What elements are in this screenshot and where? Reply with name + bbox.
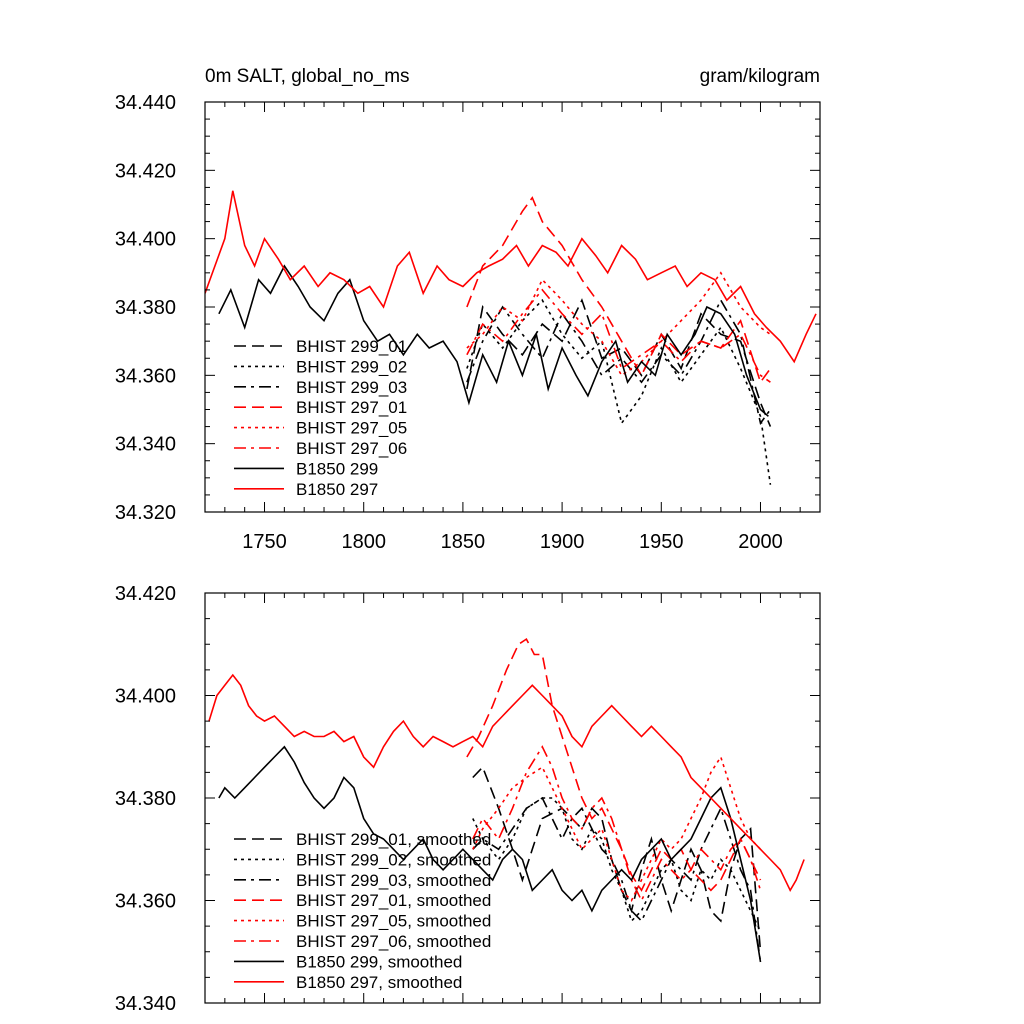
series-line-0 (472, 765, 762, 952)
legend-label-4: BHIST 297_05 (296, 419, 407, 438)
legend-label-6: B1850 299, smoothed (296, 952, 462, 971)
y-tick-label: 34.320 (115, 502, 176, 524)
y-tick-label: 34.420 (115, 583, 176, 605)
y-tick-label: 34.340 (115, 993, 176, 1015)
y-tick-label: 34.340 (115, 434, 176, 456)
y-tick-label: 34.360 (115, 365, 176, 387)
legend-label-7: B1850 297, smoothed (296, 973, 462, 992)
legend-label-2: BHIST 299_03, smoothed (296, 871, 491, 890)
bottom-panel: 34.340 34.360 34.380 34.400 34.420 BHIST 299_… (115, 583, 821, 1015)
y-tick-label: 34.360 (115, 891, 176, 913)
series-line-1 (472, 797, 762, 932)
legend-label-1: BHIST 299_02 (296, 357, 407, 376)
legend-label-5: BHIST 297_06, smoothed (296, 932, 491, 951)
series-line-4 (472, 755, 762, 902)
x-tick-label: 1850 (441, 531, 486, 553)
y-tick-label: 34.440 (115, 92, 176, 114)
series-line-5 (466, 288, 771, 383)
series-line-5 (472, 745, 762, 903)
legend-label-2: BHIST 299_03 (296, 378, 407, 397)
legend-label-6: B1850 299 (296, 459, 378, 478)
series-line-7 (205, 190, 817, 364)
y-tick-label: 34.400 (115, 229, 176, 251)
legend-label-1: BHIST 299_02, smoothed (296, 850, 491, 869)
legend-label-7: B1850 297 (296, 480, 378, 499)
series-line-0 (466, 298, 772, 427)
legend-label-3: BHIST 297_01 (296, 398, 407, 417)
series-line-3 (466, 196, 772, 384)
x-tick-label: 1950 (639, 531, 684, 553)
y-tick-label: 34.380 (115, 297, 176, 319)
legend-label-3: BHIST 297_01, smoothed (296, 891, 491, 910)
series-line-1 (466, 298, 772, 485)
legend-label-0: BHIST 299_01 (296, 337, 407, 356)
series-line-3 (466, 637, 762, 892)
y-tick-label: 34.400 (115, 686, 176, 708)
chart-title-right: gram/kilogram (700, 66, 820, 87)
y-tick-label: 34.420 (115, 160, 176, 182)
series-line-6 (218, 745, 762, 963)
y-tick-label: 34.380 (115, 788, 176, 810)
legend-label-0: BHIST 299_01, smoothed (296, 830, 491, 849)
x-tick-label: 1750 (242, 531, 287, 553)
legend-label-4: BHIST 297_05, smoothed (296, 912, 491, 931)
series-line-6 (218, 264, 769, 417)
series-line-7 (208, 673, 805, 893)
x-tick-label: 2000 (738, 531, 783, 553)
legend-label-5: BHIST 297_06 (296, 439, 407, 458)
series-line-2 (466, 298, 772, 426)
series-line-4 (466, 271, 771, 377)
chart-title-left: 0m SALT, global_no_ms (205, 66, 410, 87)
top-panel: 1750 1800 1850 1900 1950 2000 34.320 34.340 34.3… (115, 66, 821, 553)
series-line-2 (472, 796, 762, 963)
x-tick-label: 1900 (540, 531, 585, 553)
x-tick-label: 1800 (341, 531, 386, 553)
